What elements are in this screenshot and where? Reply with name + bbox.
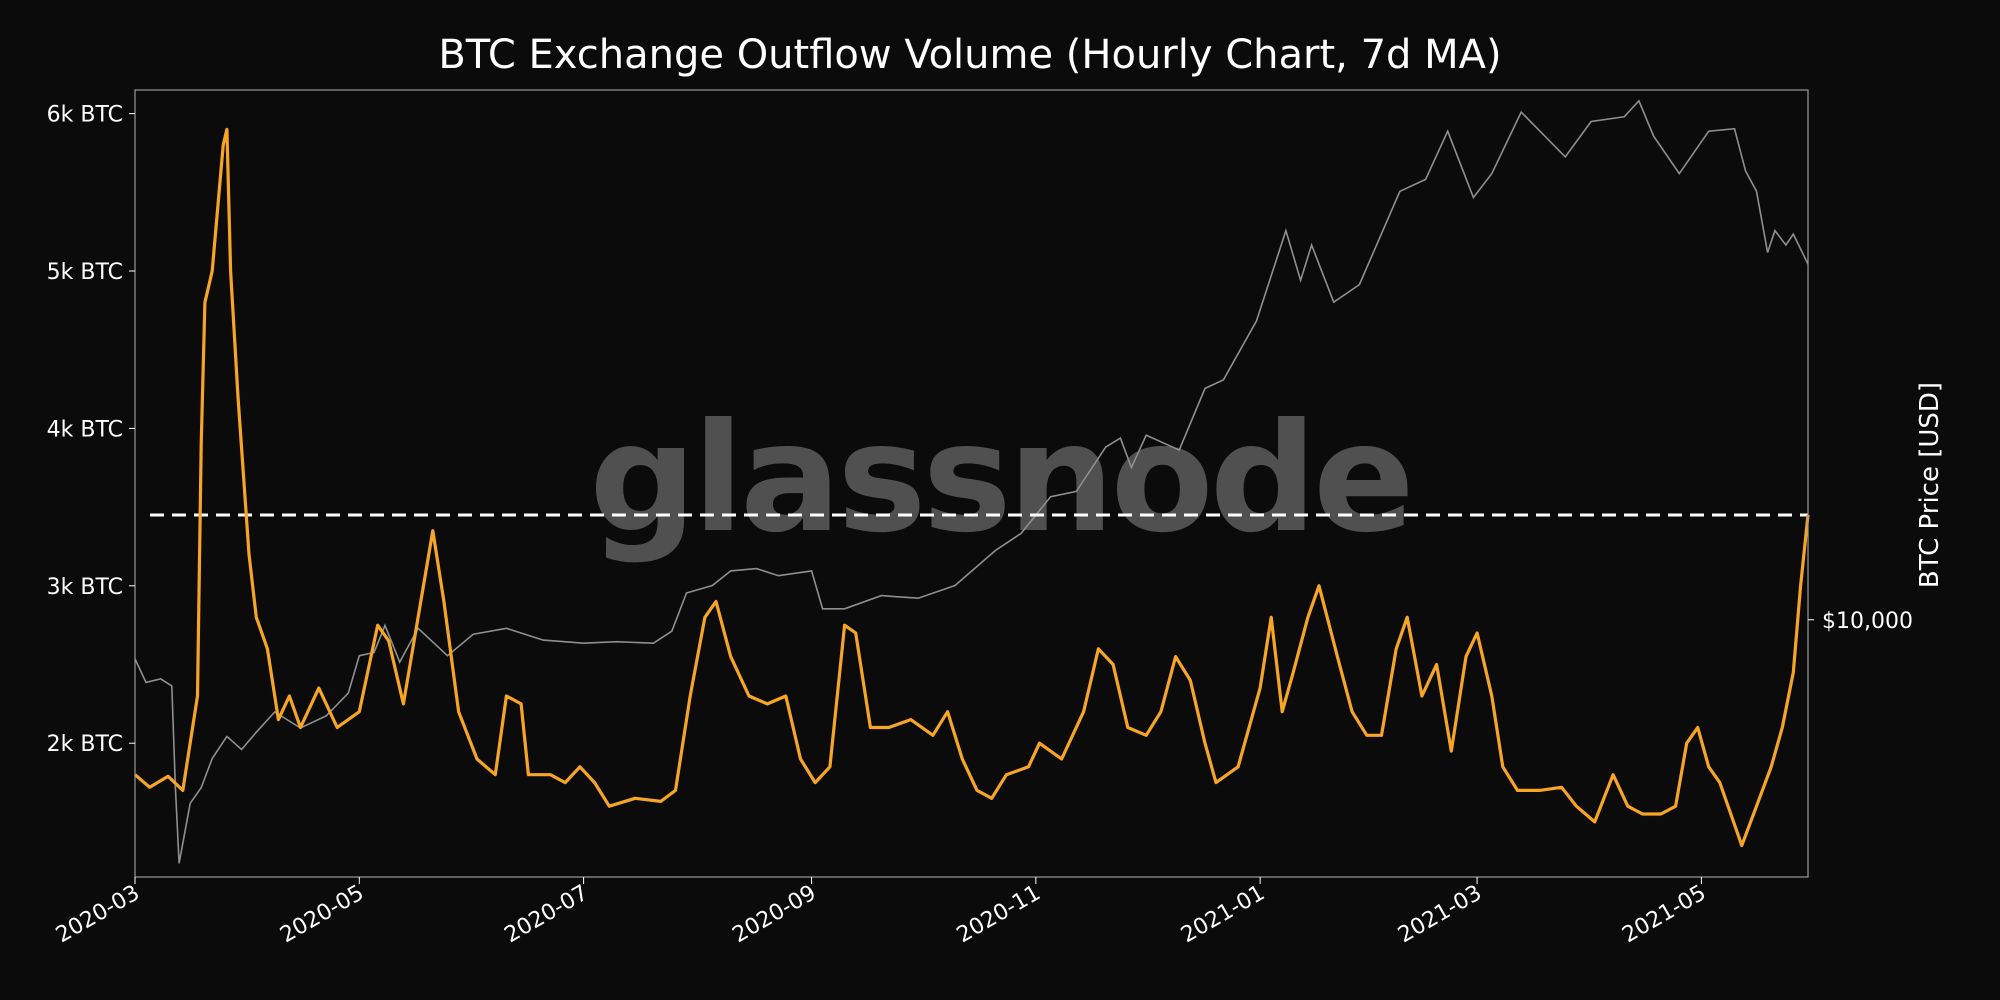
plot-frame: [134, 89, 1809, 878]
y-axis-right: $10,000: [1808, 609, 1913, 634]
y-axis-left: 2k BTC 3k BTC 4k BTC 5k BTC 6k BTC: [47, 103, 135, 757]
y-left-tick-label: 4k BTC: [47, 417, 123, 442]
y-left-tick-label: 3k BTC: [47, 575, 123, 600]
outflow-line: [133, 127, 1810, 848]
y-left-tick-label: 5k BTC: [47, 260, 123, 285]
outflow-series: [133, 127, 1810, 848]
y-left-tick-label: 6k BTC: [47, 103, 123, 128]
y-right-tick-label: $10,000: [1822, 609, 1913, 634]
x-tick-label: 2020-03: [52, 881, 144, 949]
watermark: glassnode: [589, 392, 1411, 566]
x-tick-label: 2020-05: [276, 881, 368, 949]
y-axis-right-label: BTC Price [USD]: [1915, 382, 1945, 588]
x-axis: 2020-03 2020-05 2020-07 2020-09 2020-11 2021-…: [52, 877, 1710, 948]
x-tick-label: 2021-05: [1618, 881, 1710, 949]
x-tick-label: 2020-11: [953, 881, 1045, 949]
chart-title: BTC Exchange Outflow Volume (Hourly Char…: [438, 32, 1501, 78]
price-line: [134, 99, 1809, 864]
x-tick-label: 2021-03: [1394, 881, 1486, 949]
y-left-tick-label: 2k BTC: [47, 732, 123, 757]
x-tick-label: 2021-01: [1177, 881, 1269, 949]
x-tick-label: 2020-07: [500, 881, 592, 949]
x-tick-label: 2020-09: [728, 881, 820, 949]
price-series: [134, 99, 1809, 864]
